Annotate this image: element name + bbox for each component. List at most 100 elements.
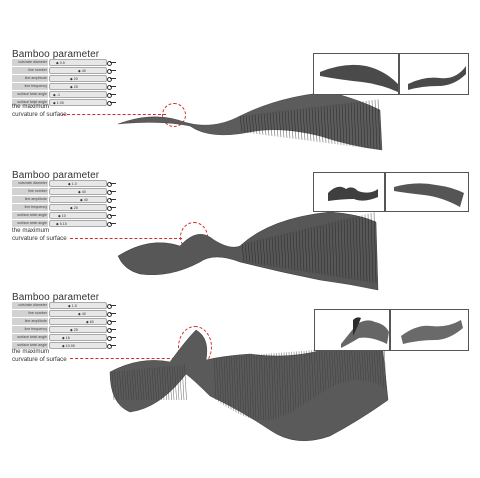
slider-track[interactable]: 5.15 [49, 220, 107, 227]
slider-line-amplitude[interactable]: line amplitude 20 [12, 75, 116, 82]
wire [110, 321, 116, 322]
slider-track[interactable]: 10.05 [49, 342, 107, 349]
surface-hatch-line [119, 371, 122, 401]
slider-twist-angle[interactable]: surface twist angle 16 [12, 334, 116, 341]
output-grip-icon [107, 206, 112, 211]
surface-hatch-line [368, 345, 372, 383]
surface-hatch-line [314, 106, 318, 142]
surface-hatch-line [141, 368, 145, 401]
slider-track[interactable]: 1.05 [49, 99, 107, 106]
surface-hatch-line [179, 365, 182, 401]
slider-track[interactable]: 40 [49, 310, 107, 317]
surface-hatch-line [144, 368, 147, 401]
curvature-highlight-ring [162, 103, 186, 127]
surface-hatch-line [293, 109, 297, 140]
slider-track[interactable]: 16 [49, 334, 107, 341]
preview-thumbnail-2b [385, 172, 469, 212]
surface-hatch-line [371, 100, 375, 150]
slider-line-number[interactable]: line number 40 [12, 67, 116, 74]
surface-hatch-line [253, 354, 257, 420]
surface-hatch-line [352, 217, 356, 280]
slider-line-frequency[interactable]: line frequency 25 [12, 204, 116, 211]
surface-hatch-line [116, 371, 120, 401]
surface-hatch-line [131, 369, 135, 401]
slider-diameter[interactable]: cuts/rate diameter 1.5 [12, 302, 116, 309]
output-grip-icon [107, 85, 112, 90]
slider-twist-angle-2[interactable]: surface twist angle 1.05 [12, 99, 116, 106]
slider-label: surface twist angle [12, 212, 48, 219]
surface-hatch-line [238, 355, 242, 415]
slider-twist-angle-2[interactable]: surface twist angle 5.15 [12, 220, 116, 227]
output-grip-icon [107, 93, 112, 98]
slider-track[interactable]: 60 [49, 318, 107, 325]
surface-hatch-line [368, 100, 372, 149]
surface-hatch-line [313, 226, 317, 274]
wire [110, 191, 116, 192]
slider-value: 5.15 [56, 221, 67, 228]
wire [110, 223, 116, 224]
wire [110, 183, 116, 184]
slider-value: 60 [86, 319, 94, 326]
surface-hatch-line [301, 229, 305, 272]
surface-hatch-line [341, 347, 344, 383]
surface-hatch-line [306, 350, 309, 402]
surface-hatch-line [383, 344, 387, 389]
surface-hatch-line [262, 238, 266, 266]
slider-line-number[interactable]: line number 40 [12, 188, 116, 195]
preview-surface [401, 320, 463, 344]
surface-hatch-line [245, 115, 249, 133]
surface-hatch-line [303, 350, 307, 403]
slider-track[interactable]: -1 [49, 91, 107, 98]
slider-line-amplitude[interactable]: line amplitude 40 [12, 196, 116, 203]
slider-track[interactable]: 40 [49, 67, 107, 74]
surface-hatch-line [331, 348, 334, 387]
slider-track[interactable]: 25 [49, 204, 107, 211]
slider-diameter[interactable]: cuts/rate diameter 1.0 [12, 180, 116, 187]
surface-hatch-line [288, 351, 292, 412]
surface-hatch-line [361, 215, 365, 282]
surface-hatch-line [271, 236, 275, 267]
slider-twist-angle[interactable]: surface twist angle -1 [12, 91, 116, 98]
surface-hatch-line [154, 367, 157, 401]
surface-hatch-line [376, 344, 379, 385]
slider-track[interactable]: 1.0 [49, 180, 107, 187]
output-grip-icon [107, 214, 112, 219]
surface-hatch-line [124, 370, 127, 401]
slider-track[interactable]: 20 [49, 75, 107, 82]
slider-value: 25 [70, 327, 78, 334]
surface-hatch-line [326, 105, 330, 144]
surface-hatch-line [156, 367, 160, 401]
surface-hatch-line [248, 355, 252, 419]
surface-hatch-line [176, 365, 180, 401]
slider-track[interactable]: 40 [49, 188, 107, 195]
annotation-line-2: curvature of surface [12, 235, 67, 242]
surface-hatch-line [251, 354, 254, 419]
slider-track[interactable]: 0.5 [49, 59, 107, 66]
surface-hatch-line [346, 218, 350, 279]
surface-hatch-line [373, 345, 377, 384]
surface-hatch-line [317, 106, 321, 143]
surface-hatch-line [261, 354, 264, 421]
output-grip-icon [107, 320, 112, 325]
surface-hatch-line [362, 101, 366, 148]
slider-value: 40 [78, 189, 86, 196]
slider-track[interactable]: 1.5 [49, 302, 107, 309]
slider-track[interactable]: 40 [49, 196, 107, 203]
slider-track[interactable]: 25 [49, 83, 107, 90]
slider-line-number[interactable]: line number 40 [12, 310, 116, 317]
surface-hatch-line [373, 212, 377, 284]
slider-diameter[interactable]: cuts/rate diameter 0.5 [12, 59, 116, 66]
surface-hatch-line [316, 349, 319, 395]
slider-line-frequency[interactable]: line frequency 25 [12, 326, 116, 333]
surface-hatch-line [246, 355, 249, 418]
slider-line-amplitude[interactable]: line amplitude 60 [12, 318, 116, 325]
slider-track[interactable]: 10 [49, 212, 107, 219]
slider-track[interactable]: 25 [49, 326, 107, 333]
slider-twist-angle-2[interactable]: surface twist angle 10.05 [12, 342, 116, 349]
surface-hatch-line [381, 344, 384, 388]
slider-line-frequency[interactable]: line frequency 25 [12, 83, 116, 90]
surface-hatch-line [320, 106, 324, 143]
surface-hatch-line [363, 345, 367, 381]
surface-hatch-line [256, 240, 260, 265]
slider-twist-angle[interactable]: surface twist angle 10 [12, 212, 116, 219]
